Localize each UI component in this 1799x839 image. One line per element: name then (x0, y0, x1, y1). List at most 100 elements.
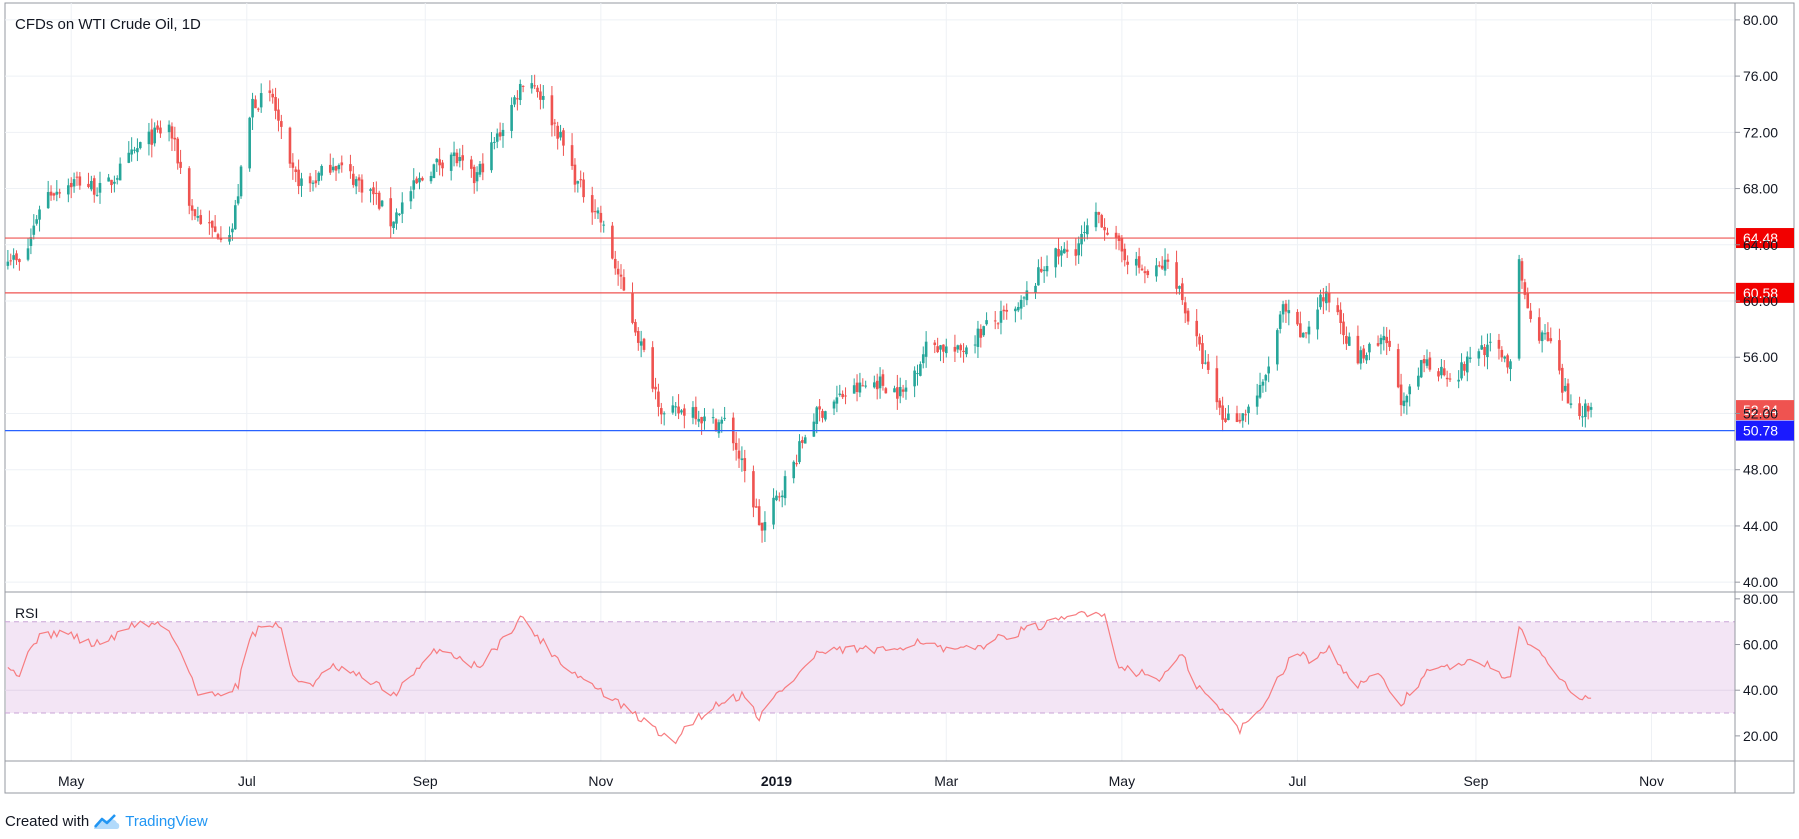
candle-body (173, 137, 177, 140)
candle-body (1566, 383, 1570, 404)
candle-body (760, 522, 764, 531)
candle-body (1106, 232, 1109, 235)
price-line-layer: 64.48 60.58 50.78 52.24 (5, 228, 1794, 441)
candle-body (901, 389, 905, 392)
candle-body (415, 178, 418, 184)
candle-body (95, 194, 99, 196)
candle-body (1160, 265, 1164, 269)
candle-body (210, 220, 214, 228)
candle-body (622, 277, 626, 291)
candle-body (1486, 344, 1489, 358)
y-tick-label: 52.00 (1743, 405, 1778, 421)
candle-body (147, 131, 151, 145)
candle-body (976, 328, 980, 347)
candle-body (835, 397, 839, 404)
candle-body (533, 85, 536, 87)
candle-body (1218, 400, 1222, 408)
candle-body (418, 177, 421, 183)
candle-body (1025, 290, 1029, 301)
candle-body (521, 85, 525, 87)
candle-body (340, 162, 344, 166)
candle-body (740, 458, 744, 461)
candle-body (1402, 400, 1406, 407)
candle-body (475, 172, 479, 182)
candle-body (352, 173, 355, 185)
candle-body (320, 165, 323, 176)
candle-body (691, 407, 695, 418)
candle-body (1368, 343, 1371, 353)
candle-body (1241, 413, 1245, 421)
candle-body (495, 133, 499, 142)
candle-body (1359, 350, 1363, 364)
candle-body (875, 380, 879, 390)
candle-body (1227, 413, 1230, 421)
candle-body (357, 177, 361, 181)
candle-body (337, 164, 341, 170)
candle-body (1005, 309, 1009, 312)
candle-body (1077, 243, 1080, 256)
candle-body (570, 145, 574, 166)
candle-body (1146, 270, 1150, 276)
candle-body (1244, 414, 1247, 416)
candle-body (72, 179, 76, 187)
x-tick-label: 2019 (761, 773, 792, 789)
tradingview-brand-link[interactable]: TradingView (125, 812, 208, 830)
candle-body (190, 205, 194, 211)
candle-body (259, 93, 263, 108)
tradingview-logo-icon[interactable] (93, 812, 121, 830)
candle-body (328, 164, 332, 173)
last-price-price-label-bg (1736, 400, 1794, 421)
candle-body (1480, 345, 1483, 350)
candle-body (844, 395, 847, 397)
candle-body (1509, 361, 1512, 370)
candle-body (573, 164, 577, 185)
candle-body (982, 326, 986, 336)
candle-body (752, 471, 755, 508)
candle-body (803, 437, 807, 444)
candle-body (395, 212, 398, 224)
candle-body (1540, 332, 1544, 342)
candle-body (239, 166, 243, 197)
candle-body (1114, 232, 1118, 238)
candle-body (962, 350, 965, 353)
candle-body (1264, 375, 1268, 381)
candle-body (1255, 395, 1259, 407)
candle-body (1204, 362, 1207, 364)
candle-body (795, 463, 798, 465)
candle-body (683, 408, 686, 416)
y-tick-label: 44.00 (1743, 518, 1778, 534)
candle-body (90, 180, 93, 190)
x-tick-label: Sep (1463, 773, 1488, 789)
candle-body (1186, 310, 1190, 322)
candle-body (973, 344, 977, 346)
candle-body (1175, 262, 1178, 289)
candle-body (602, 224, 606, 226)
candle-body (1408, 386, 1412, 395)
candle-body (438, 159, 441, 166)
candle-body (1376, 343, 1380, 346)
y-tick-label: 68.00 (1743, 181, 1778, 197)
candle-body (29, 237, 33, 246)
y-tick-label: 60.00 (1743, 293, 1778, 309)
candle-body (1327, 293, 1331, 303)
candle-body (291, 162, 295, 168)
candle-body (1063, 248, 1066, 254)
candle-body (9, 260, 13, 262)
grid-layer (5, 3, 1735, 761)
candle-body (801, 440, 804, 443)
candle-body (375, 192, 378, 194)
candle-body (136, 148, 139, 153)
candle-body (176, 138, 180, 164)
candle-body (67, 185, 70, 195)
candle-body (1460, 362, 1463, 379)
candle-body (1267, 366, 1270, 374)
candle-body (277, 109, 280, 121)
candle-body (1399, 384, 1403, 406)
candle-body (1120, 238, 1124, 252)
candle-body (133, 149, 136, 151)
candle-body (798, 441, 801, 463)
x-tick-label: Nov (588, 773, 613, 789)
candle-body (187, 168, 191, 206)
candle-body (1206, 361, 1210, 370)
